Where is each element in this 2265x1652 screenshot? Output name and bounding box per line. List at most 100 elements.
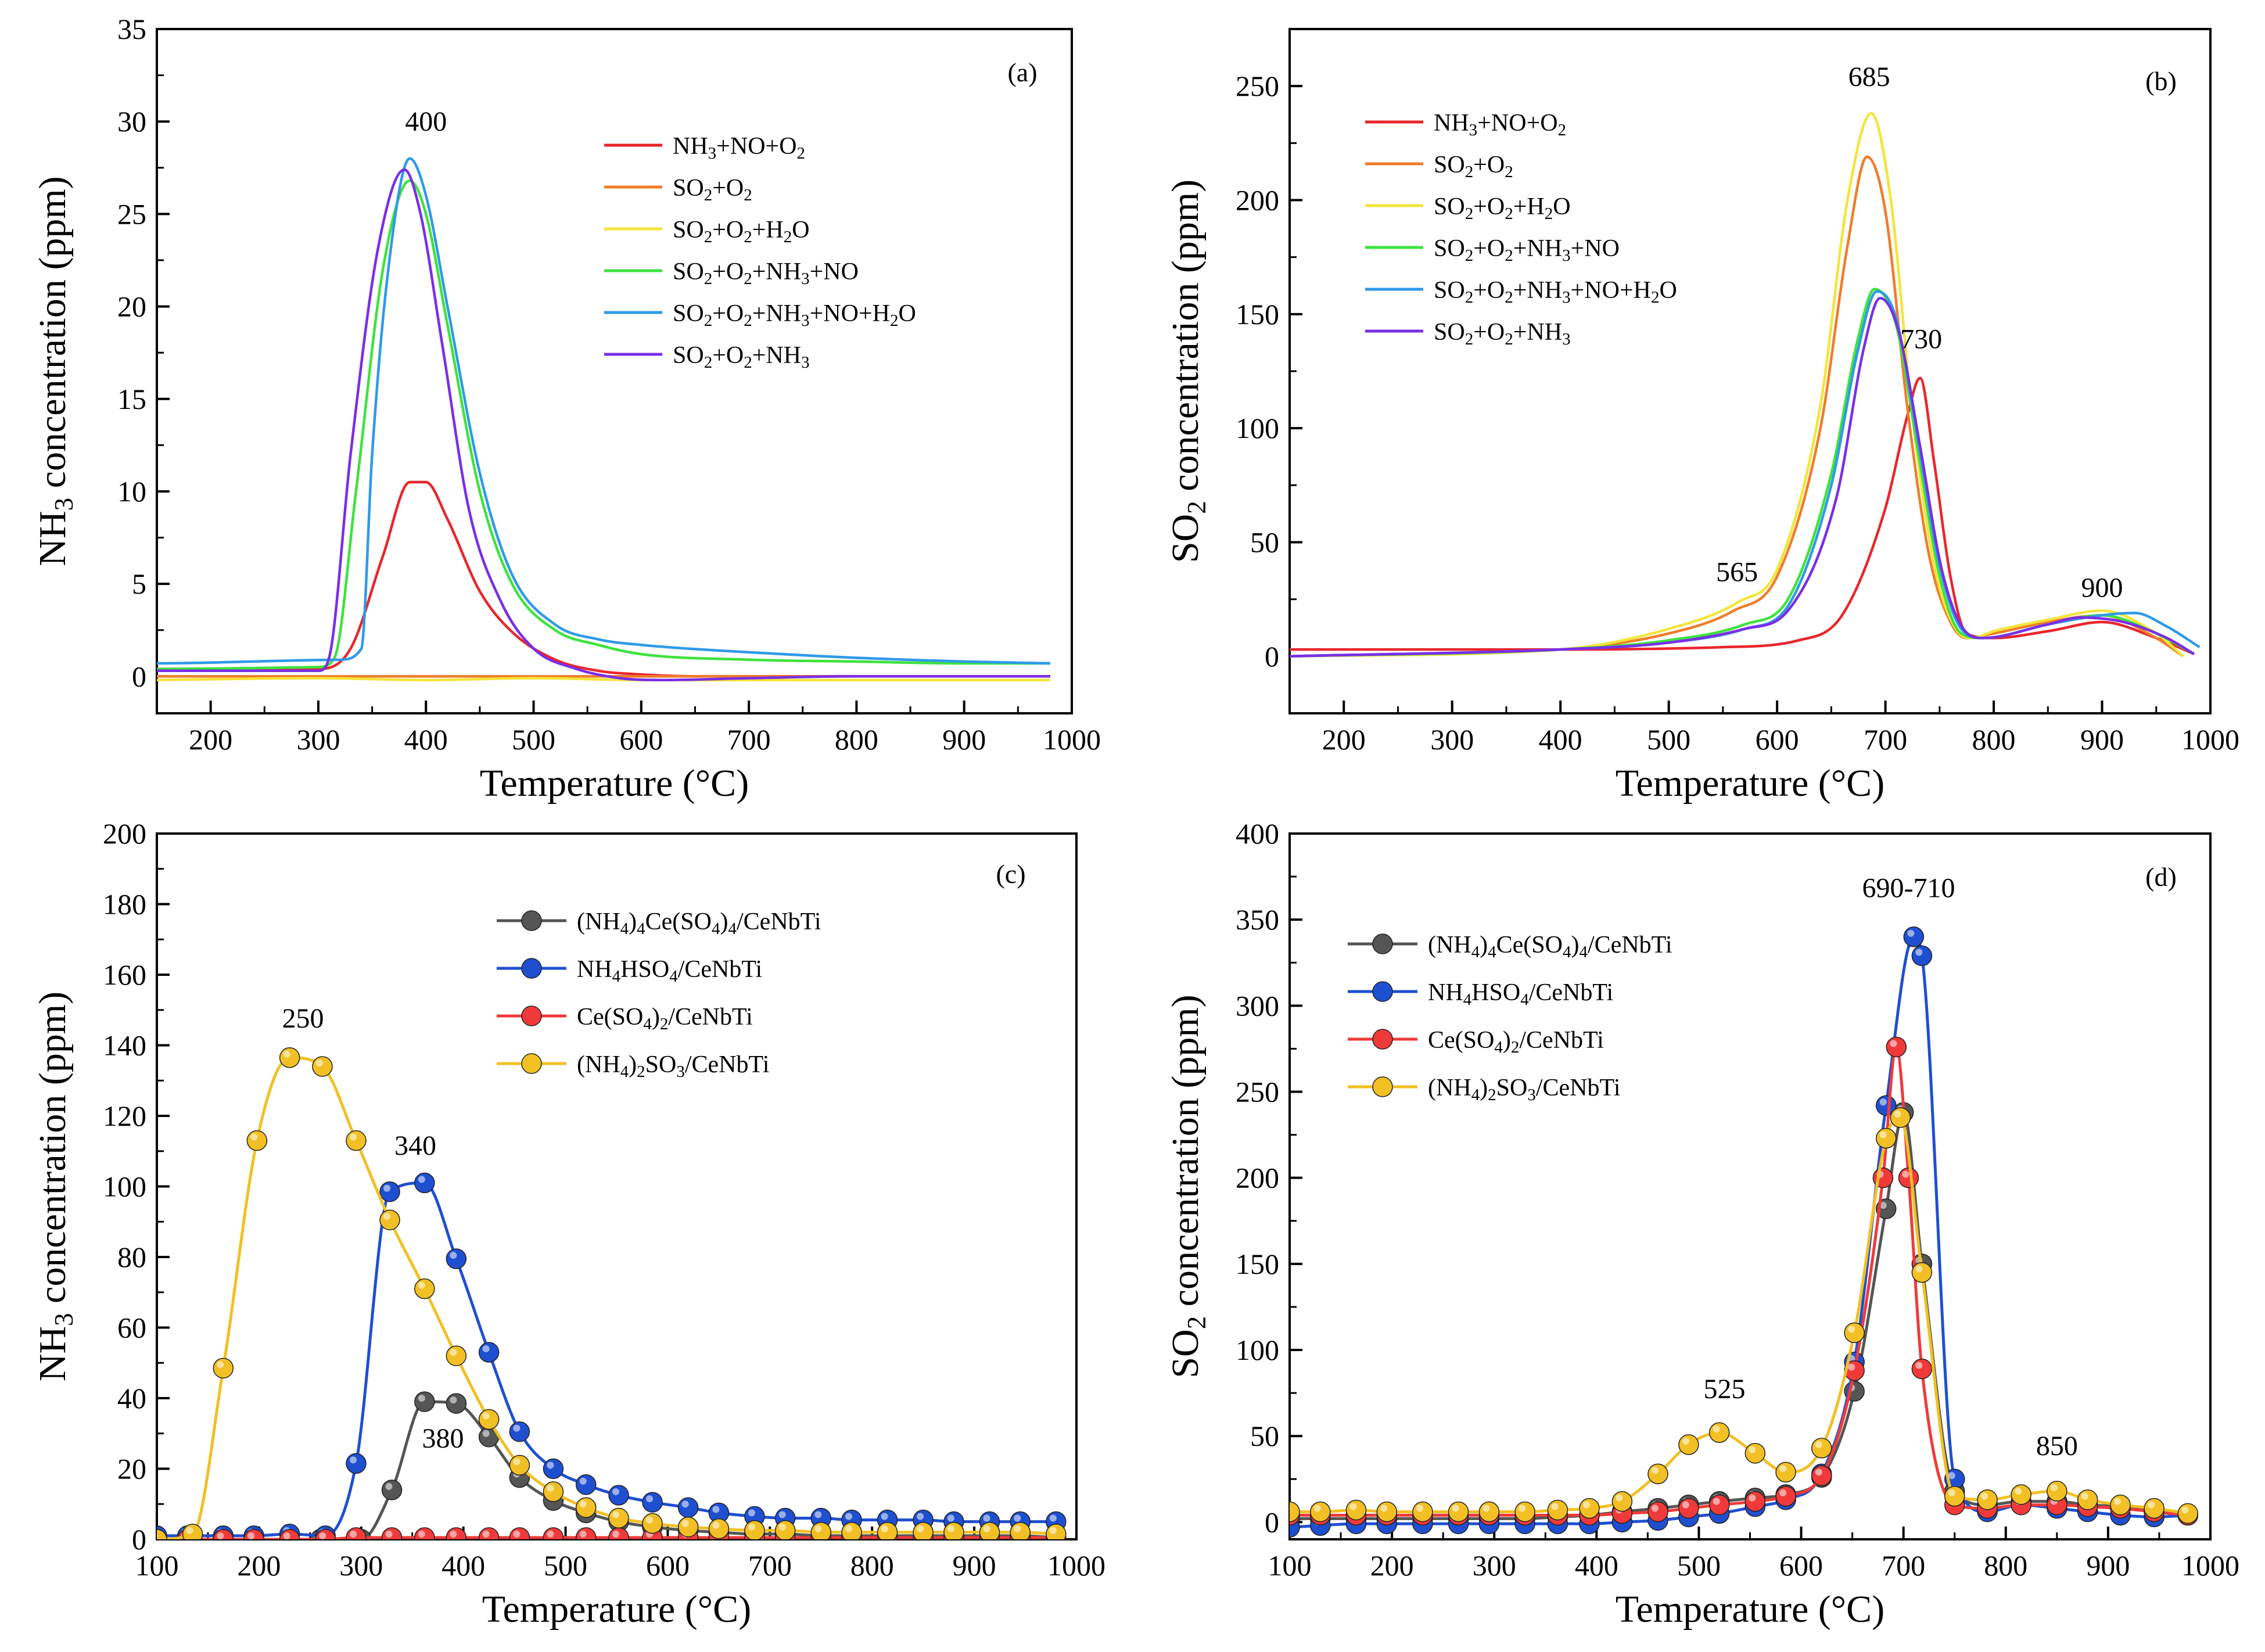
text-run: /CeNbTi bbox=[1529, 979, 1614, 1006]
peak-annotation: 250 bbox=[282, 1003, 324, 1034]
data-point-highlight bbox=[217, 1532, 224, 1539]
data-point bbox=[381, 1479, 403, 1500]
data-point-highlight bbox=[1948, 1472, 1955, 1479]
data-point bbox=[543, 1458, 564, 1479]
chart-panel-a: 200 300 400 500 600 700 800 900 1000 0 5 10 15 20 25 30… bbox=[31, 13, 1101, 805]
subscript: 3 bbox=[1469, 121, 1478, 139]
data-point-highlight bbox=[814, 1511, 822, 1518]
legend-entry: SO2+O2+NH3+NO+H2O bbox=[1434, 277, 1677, 307]
data-point-highlight bbox=[418, 1395, 425, 1402]
subscript: 2 bbox=[704, 270, 713, 288]
data-point bbox=[414, 1527, 435, 1539]
text-run: SO bbox=[1496, 1075, 1528, 1101]
data-point-highlight bbox=[217, 1361, 224, 1369]
data-point-highlight bbox=[1349, 1503, 1357, 1510]
data-point-highlight bbox=[250, 1133, 258, 1141]
subscript: 3 bbox=[49, 1313, 78, 1326]
subscript: 2 bbox=[1545, 204, 1553, 223]
text-run: +NH bbox=[1513, 277, 1562, 304]
legend-swatch-marker bbox=[1372, 1076, 1393, 1097]
legend-swatch-marker bbox=[521, 1053, 542, 1074]
subscript: 2 bbox=[1505, 204, 1513, 223]
data-point-highlight bbox=[319, 1532, 326, 1539]
subscript: 2 bbox=[704, 311, 713, 330]
data-point bbox=[346, 1527, 367, 1539]
data-point bbox=[1647, 1463, 1668, 1485]
x-tick-label: 600 bbox=[646, 1549, 690, 1582]
x-tick-label: 200 bbox=[1370, 1549, 1414, 1582]
subscript: 4 bbox=[712, 920, 720, 938]
legend-entry: NH3+NO+O2 bbox=[1434, 110, 1566, 139]
data-point-highlight bbox=[983, 1525, 990, 1532]
data-point-highlight bbox=[1049, 1527, 1057, 1534]
series-line bbox=[157, 677, 1050, 681]
legend-entry: (NH4)4Ce(SO4)4/CeNbTi bbox=[577, 908, 821, 938]
y-tick-label: 100 bbox=[1236, 412, 1279, 444]
data-point bbox=[575, 1474, 597, 1495]
legend-entry: SO2+O2 bbox=[673, 175, 752, 204]
y-tick-label: 150 bbox=[1236, 1248, 1279, 1280]
subscript: 4 bbox=[612, 967, 621, 986]
data-point bbox=[841, 1522, 862, 1539]
data-point-highlight bbox=[513, 1530, 521, 1538]
legend-entry: NH3+NO+O2 bbox=[673, 133, 805, 163]
text-run: +NO+H bbox=[1571, 277, 1651, 304]
data-point-highlight bbox=[612, 1511, 620, 1518]
data-point-highlight bbox=[1283, 1505, 1290, 1512]
data-point bbox=[1310, 1501, 1331, 1522]
data-point-highlight bbox=[1652, 1504, 1659, 1512]
data-point-highlight bbox=[1815, 1468, 1822, 1476]
y-tick-label: 180 bbox=[103, 888, 146, 921]
x-tick-label: 300 bbox=[1473, 1549, 1516, 1582]
x-tick-label: 300 bbox=[296, 723, 340, 756]
subscript: 2 bbox=[660, 1015, 669, 1033]
x-tick-label: 500 bbox=[1677, 1549, 1721, 1582]
peak-annotation: 730 bbox=[1900, 324, 1942, 355]
text-run: SO bbox=[673, 217, 704, 243]
data-point bbox=[246, 1130, 268, 1151]
data-point-highlight bbox=[612, 1488, 620, 1496]
y-tick-label: 25 bbox=[117, 197, 146, 230]
data-point bbox=[446, 1248, 467, 1269]
data-point-highlight bbox=[1779, 1489, 1787, 1496]
subscript: 4 bbox=[669, 967, 678, 986]
data-point-highlight bbox=[547, 1484, 554, 1492]
legend-entry: SO2+O2+NH3 bbox=[1434, 319, 1571, 349]
data-point-highlight bbox=[385, 1482, 393, 1490]
subscript: 2 bbox=[744, 353, 752, 372]
data-point bbox=[1708, 1422, 1730, 1443]
data-point-highlight bbox=[2050, 1484, 2058, 1492]
data-point bbox=[1744, 1443, 1766, 1464]
y-tick-label: 120 bbox=[103, 1100, 146, 1132]
data-point bbox=[478, 1527, 500, 1539]
data-point-highlight bbox=[917, 1525, 924, 1532]
subscript: 2 bbox=[744, 186, 752, 204]
data-point bbox=[414, 1278, 435, 1299]
subscript: 2 bbox=[1465, 163, 1474, 181]
subscript: 3 bbox=[676, 1062, 685, 1081]
data-point-highlight bbox=[186, 1527, 193, 1534]
data-point-highlight bbox=[547, 1530, 554, 1538]
text-run: SO bbox=[645, 1051, 677, 1078]
y-tick-label: 50 bbox=[1250, 526, 1279, 559]
legend-swatch-marker bbox=[1372, 933, 1393, 954]
text-run: HSO bbox=[1471, 979, 1520, 1006]
subscript: 2 bbox=[1505, 330, 1513, 349]
data-point-highlight bbox=[1981, 1492, 1988, 1500]
data-point-highlight bbox=[748, 1509, 755, 1517]
subscript: 2 bbox=[1488, 1086, 1496, 1104]
text-run: /CeNbTi bbox=[1536, 1075, 1621, 1101]
data-point-highlight bbox=[1583, 1501, 1591, 1509]
data-point bbox=[312, 1056, 333, 1077]
text-run: ) bbox=[652, 1004, 660, 1030]
x-tick-label: 400 bbox=[404, 723, 448, 756]
data-point bbox=[446, 1393, 467, 1414]
data-point-highlight bbox=[418, 1281, 425, 1289]
data-point bbox=[2110, 1494, 2131, 1515]
y-tick-label: 100 bbox=[103, 1170, 146, 1203]
legend-entry: SO2+O2+H2O bbox=[1434, 193, 1571, 223]
subscript: 2 bbox=[1505, 288, 1513, 307]
data-point bbox=[509, 1421, 530, 1442]
subscript: 3 bbox=[801, 353, 810, 372]
data-point bbox=[279, 1047, 300, 1068]
